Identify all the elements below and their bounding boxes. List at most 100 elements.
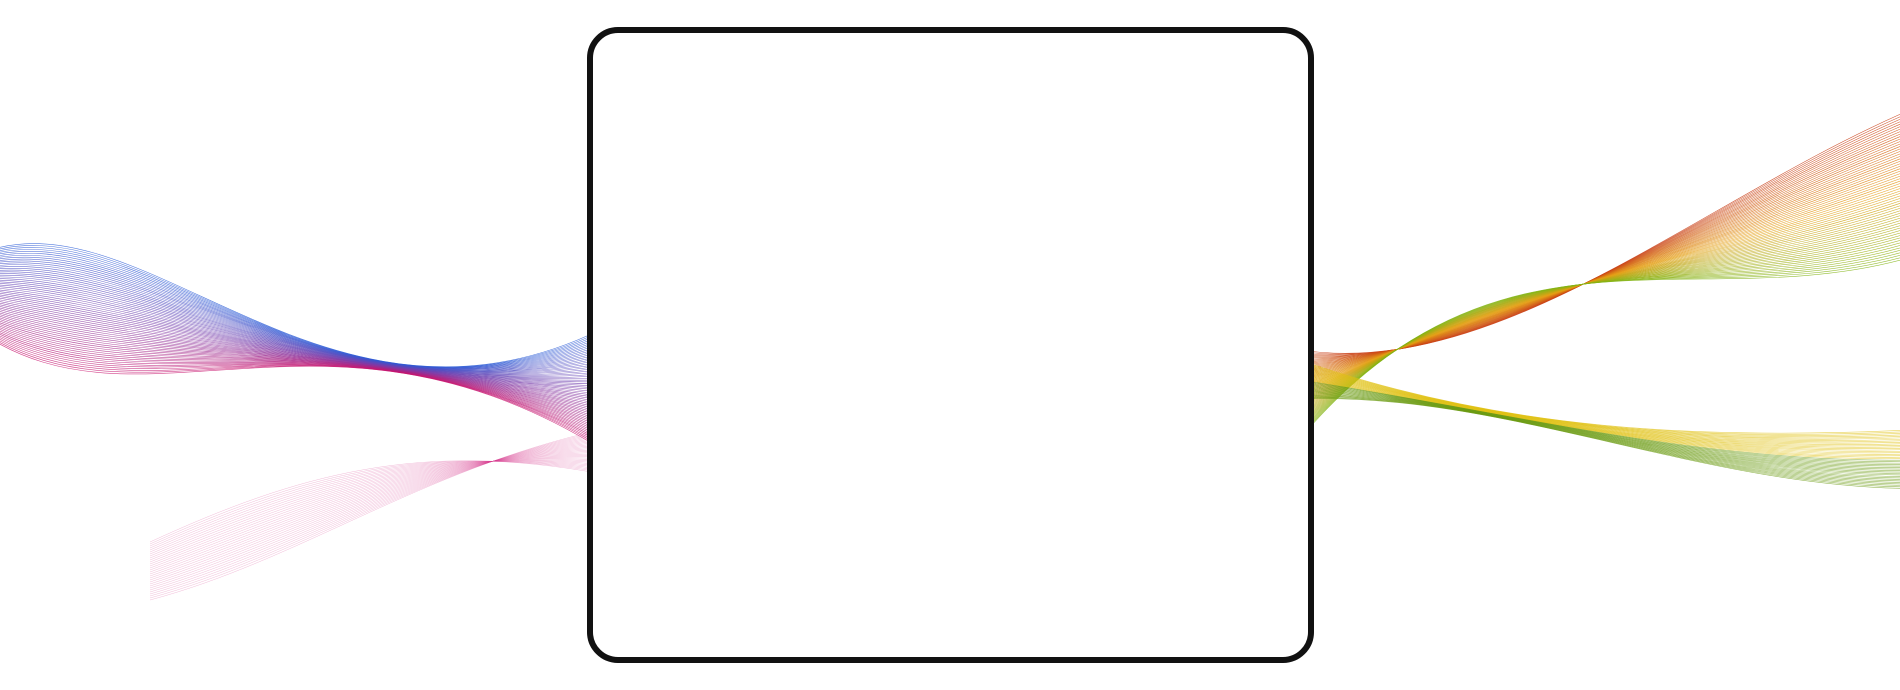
wave-line <box>1299 126 1900 358</box>
wave-line <box>1299 141 1900 367</box>
wave-line <box>1299 374 1900 454</box>
wave-line <box>1299 385 1900 470</box>
wave-line <box>0 296 601 391</box>
wave-line <box>1299 143 1900 369</box>
wave-line <box>0 320 601 421</box>
wave-line <box>0 251 601 369</box>
wave-line <box>0 276 601 374</box>
wave-line <box>149 440 601 587</box>
wave-line <box>0 317 601 417</box>
wave-line <box>149 459 601 559</box>
wave-line <box>1299 119 1900 355</box>
wave-line <box>0 243 601 368</box>
wave-line <box>1299 121 1900 356</box>
wave-line <box>0 328 601 431</box>
wave-line <box>1299 391 1900 479</box>
wave-line <box>1299 123 1900 357</box>
wave-line <box>1299 215 1900 412</box>
wave-line <box>0 315 601 415</box>
wave-line <box>1299 390 1900 477</box>
wave-line <box>149 446 601 579</box>
wave-line <box>0 279 601 376</box>
wave-line <box>1299 205 1900 406</box>
wave-line <box>1299 151 1900 373</box>
wave-line <box>149 429 601 601</box>
wave-line <box>1299 180 1900 391</box>
wave-line <box>0 333 601 437</box>
wave-line <box>1299 368 1900 445</box>
wave-line <box>149 443 601 583</box>
wave-line <box>149 460 601 553</box>
wave-line <box>1299 207 1900 408</box>
wave-line <box>1299 397 1900 488</box>
wave-line <box>1299 396 1900 486</box>
wave-line <box>0 264 601 371</box>
wave-line <box>1299 259 1900 439</box>
wave-line <box>1299 165 1900 382</box>
wave-line <box>0 299 601 395</box>
wave-line <box>1299 393 1900 482</box>
wave-line <box>1299 388 1900 474</box>
wave-line <box>1299 195 1900 400</box>
wave-line <box>1299 395 1900 485</box>
wave-line <box>0 307 601 405</box>
wave-line <box>149 437 601 591</box>
wave-line <box>0 262 601 371</box>
wave-line <box>1299 373 1900 452</box>
wave-line <box>0 247 601 368</box>
wave-line <box>1299 136 1900 364</box>
wave-line <box>0 281 601 376</box>
wave-line <box>0 278 601 375</box>
wave-line <box>149 452 601 571</box>
wave-line <box>1299 217 1900 414</box>
wave-line <box>1299 188 1900 396</box>
wave-line <box>149 441 601 585</box>
wave-line <box>0 335 601 439</box>
wave-line <box>1299 394 1900 483</box>
wave-line <box>1299 190 1900 397</box>
wave-line <box>0 324 601 425</box>
wave-line <box>0 273 601 373</box>
wave-line <box>149 450 601 573</box>
device-frame <box>587 27 1314 663</box>
wave-line <box>0 268 601 372</box>
wave-line <box>149 458 601 561</box>
wave-line <box>149 460 601 547</box>
wave-line <box>1299 376 1900 457</box>
wave-line <box>0 304 601 401</box>
wave-line <box>0 258 601 370</box>
wave-line <box>149 455 601 567</box>
wave-line <box>0 293 601 387</box>
wave-line <box>1299 360 1900 435</box>
wave-line <box>0 314 601 413</box>
wave-line <box>0 327 601 429</box>
wave-line <box>1299 386 1900 471</box>
wave-line <box>1299 156 1900 376</box>
wave-line <box>1299 387 1900 473</box>
wave-line <box>1299 198 1900 402</box>
wave-line <box>0 312 601 411</box>
wave-line <box>149 444 601 581</box>
wave-line <box>1299 138 1900 366</box>
wave-line <box>149 459 601 557</box>
wave-line <box>0 283 601 377</box>
wave-line <box>1299 362 1900 438</box>
wave-line <box>149 460 601 555</box>
wave-line <box>1299 389 1900 476</box>
wave-line <box>1299 371 1900 450</box>
wave-line <box>0 325 601 427</box>
wave-line <box>149 435 601 593</box>
wave-line <box>0 340 601 445</box>
wave-line <box>0 289 601 383</box>
wave-line <box>149 432 601 597</box>
wave-line <box>0 286 601 380</box>
wave-line <box>0 284 601 378</box>
wave-line <box>1299 367 1900 444</box>
wave-line <box>0 249 601 368</box>
wave-line <box>0 260 601 370</box>
wave-line <box>0 301 601 397</box>
wave-line <box>1299 163 1900 381</box>
wave-line <box>0 245 601 368</box>
wave-line <box>0 302 601 399</box>
wave-line <box>1299 247 1900 432</box>
